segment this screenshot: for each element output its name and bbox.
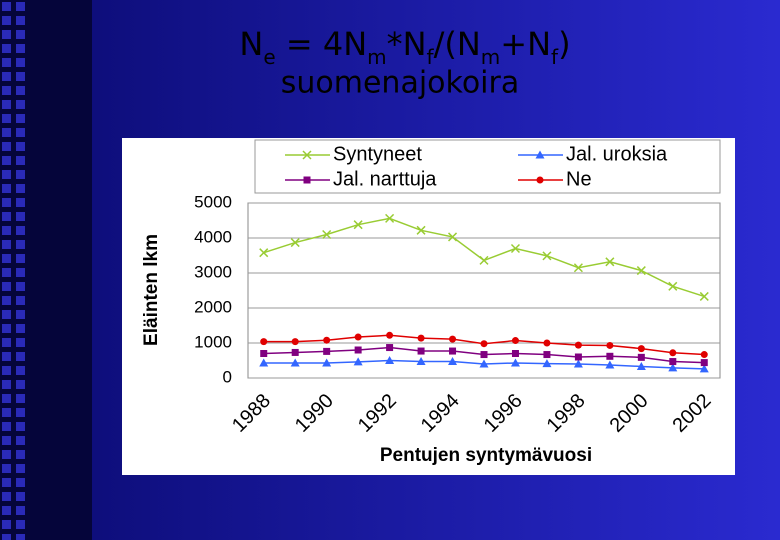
data-point — [636, 361, 646, 370]
data-point — [543, 351, 551, 359]
data-point — [637, 353, 645, 361]
title-segment: = 4N — [276, 25, 367, 63]
data-point — [353, 220, 363, 230]
data-point — [668, 281, 678, 291]
title-segment: e — [263, 45, 275, 69]
data-point — [542, 359, 552, 368]
legend-marker — [535, 150, 545, 159]
title-segment: f — [427, 45, 435, 69]
data-point — [511, 350, 519, 357]
data-point — [259, 248, 269, 258]
data-point — [637, 345, 645, 353]
data-point — [700, 351, 708, 359]
data-point — [416, 357, 426, 366]
data-point — [323, 347, 331, 355]
data-point — [511, 337, 519, 345]
data-point — [699, 364, 709, 373]
data-point — [510, 243, 520, 254]
subtitle: suomenajokoira — [281, 66, 519, 101]
x-axis-label: Pentujen syntymävuosi — [380, 445, 592, 466]
data-point — [449, 347, 457, 355]
legend-label: Jal. narttuja — [333, 168, 437, 190]
data-point — [322, 358, 332, 367]
data-point — [480, 351, 488, 359]
y-tick-label: 2000 — [194, 297, 232, 316]
title: Ne = 4Nm*Nf/(Nm+Nf) — [239, 25, 570, 69]
data-point — [260, 350, 268, 357]
data-point — [543, 339, 551, 347]
data-point — [636, 266, 646, 276]
data-point — [354, 333, 362, 341]
title-segment: f — [551, 45, 559, 69]
data-point — [448, 357, 458, 366]
data-point — [510, 358, 520, 367]
data-point — [291, 338, 299, 346]
data-point — [417, 347, 425, 355]
data-point — [260, 338, 268, 346]
legend-marker — [302, 150, 312, 160]
title-segment: m — [481, 45, 500, 69]
data-point — [605, 360, 615, 369]
data-point — [542, 251, 552, 261]
data-point — [417, 334, 425, 342]
side-pattern — [0, 0, 28, 540]
title-segment: N — [239, 25, 263, 63]
data-point — [323, 336, 331, 344]
title-segment: /(N — [434, 25, 481, 63]
legend-label: Ne — [566, 168, 592, 190]
data-point — [385, 213, 395, 223]
data-point — [574, 341, 582, 349]
data-point — [606, 341, 614, 349]
legend-marker — [303, 176, 311, 184]
data-point — [386, 344, 394, 352]
y-tick-label: 4000 — [194, 227, 232, 246]
data-point — [322, 229, 332, 240]
data-point — [386, 331, 394, 339]
y-tick-label: 5000 — [194, 192, 232, 211]
data-point — [291, 348, 299, 356]
data-point — [606, 352, 614, 360]
title-segment: *N — [387, 25, 427, 63]
data-point — [700, 359, 708, 367]
data-point — [448, 232, 458, 242]
legend-label: Jal. uroksia — [566, 143, 668, 165]
data-point — [669, 358, 677, 366]
y-tick-label: 0 — [223, 367, 232, 386]
legend-box — [254, 139, 721, 194]
data-point — [259, 358, 269, 367]
data-point — [416, 225, 426, 235]
data-point — [573, 359, 583, 368]
data-point — [573, 263, 583, 273]
title-segment: m — [367, 45, 386, 69]
data-point — [668, 363, 678, 372]
data-point — [353, 357, 363, 366]
data-point — [699, 291, 709, 301]
title-segment: +N — [500, 25, 551, 63]
data-point — [480, 340, 488, 348]
y-tick-label: 3000 — [194, 262, 232, 281]
data-point — [605, 257, 615, 267]
data-point — [479, 255, 489, 265]
data-point — [385, 356, 395, 364]
data-point — [574, 353, 582, 361]
y-axis-label: Eläinten lkm — [141, 234, 162, 346]
y-tick-label: 1000 — [194, 332, 232, 351]
data-point — [354, 346, 362, 354]
data-point — [669, 349, 677, 357]
legend-label: Syntyneet — [333, 143, 422, 165]
data-point — [290, 238, 300, 248]
data-point — [449, 335, 457, 343]
legend-marker — [536, 176, 544, 184]
title-segment: ) — [558, 25, 570, 63]
data-point — [479, 359, 489, 368]
data-point — [290, 358, 300, 367]
